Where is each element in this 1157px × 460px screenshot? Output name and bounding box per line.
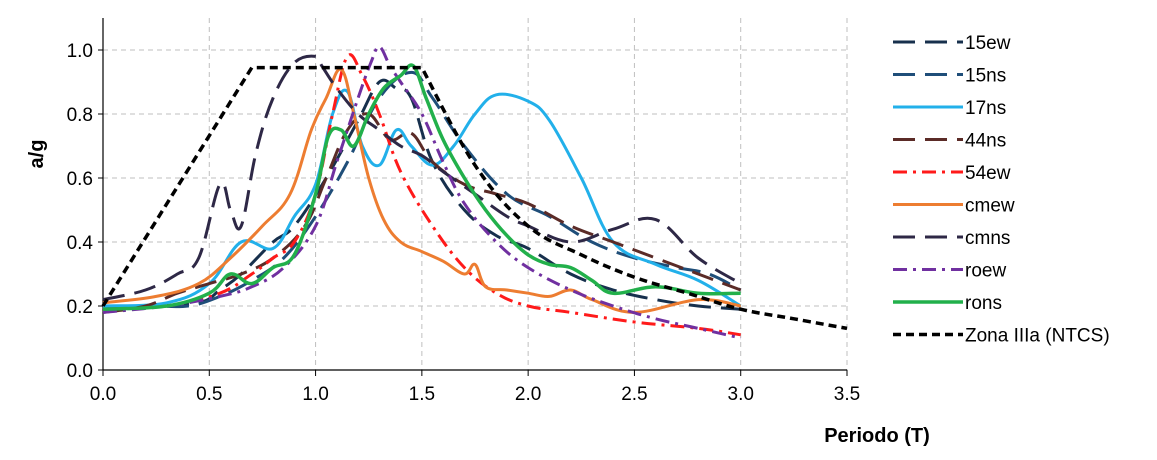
legend-label: Zona IIIa (NTCS) <box>965 326 1110 347</box>
legend-label: rons <box>965 293 1002 314</box>
y-tick-label: 1.0 <box>67 41 93 62</box>
series-line-cmns <box>102 54 742 302</box>
legend-label: cmns <box>965 228 1010 249</box>
y-axis-title: a/g <box>26 140 48 169</box>
legend-label: 54ew <box>965 163 1011 184</box>
series-line-54ew <box>102 53 741 337</box>
y-tick-labels: 0.0 0.2 0.4 0.6 0.8 1.0 <box>67 41 103 382</box>
series-line-zona-iiia-ntcs <box>101 65 848 331</box>
legend-label: 44ns <box>965 131 1006 152</box>
x-axis-title: Periodo (T) <box>824 425 930 447</box>
y-tick-label: 0.6 <box>67 169 93 190</box>
legend-label: 17ns <box>965 98 1006 119</box>
series-line-rons <box>102 63 741 311</box>
legend-label: 15ew <box>965 33 1011 54</box>
legend-label: roew <box>965 261 1006 282</box>
series-line-17ns <box>102 88 742 308</box>
x-tick-label: 2.5 <box>621 384 647 405</box>
y-tick-label: 0.8 <box>67 105 93 126</box>
x-tick-label: 1.5 <box>409 384 435 405</box>
legend-label: cmew <box>965 196 1015 217</box>
x-tick-label: 3.5 <box>834 384 860 405</box>
series-line-cmew <box>102 67 741 314</box>
legend: 15ew 15ns 17ns 44ns 54ew cmew cmns roew rons Zona… <box>893 33 1110 347</box>
x-tick-labels: 0.0 0.5 1.0 1.5 2.0 2.5 3.0 3.5 <box>90 370 860 405</box>
series-line-roew <box>102 45 742 340</box>
series-lines <box>101 45 848 340</box>
x-tick-label: 1.0 <box>302 384 328 405</box>
y-tick-label: 0.4 <box>67 233 94 254</box>
y-tick-label: 0.2 <box>67 297 93 318</box>
x-tick-label: 0.0 <box>90 384 116 405</box>
legend-label: 15ns <box>965 66 1006 87</box>
x-tick-label: 2.0 <box>515 384 541 405</box>
x-tick-label: 0.5 <box>196 384 222 405</box>
y-tick-label: 0.0 <box>67 361 93 382</box>
x-tick-label: 3.0 <box>728 384 754 405</box>
